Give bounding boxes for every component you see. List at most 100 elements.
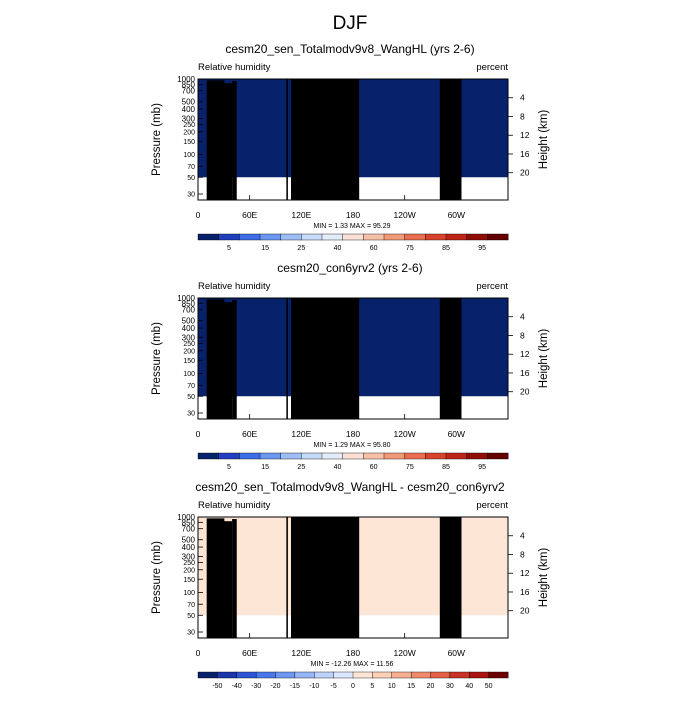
colorbar-box bbox=[363, 233, 385, 241]
y-tick-label: 50 bbox=[187, 613, 195, 620]
y-tick-label: 300 bbox=[182, 333, 196, 342]
y-axis-label: Pressure (mb) bbox=[151, 322, 163, 395]
colorbar-box bbox=[372, 671, 393, 679]
y-tick-label: 850 bbox=[182, 518, 196, 527]
colorbar-box bbox=[255, 671, 276, 679]
colorbar-box bbox=[259, 233, 282, 241]
topography bbox=[221, 83, 233, 200]
colorbar-box bbox=[352, 671, 373, 679]
height-tick-label: 12 bbox=[520, 130, 530, 140]
colorbar-label: 30 bbox=[446, 683, 454, 690]
height-tick-label: 16 bbox=[520, 149, 530, 159]
y-tick-label: 30 bbox=[187, 630, 195, 637]
colorbar-label: 40 bbox=[334, 245, 342, 252]
colorbar-box bbox=[294, 671, 315, 679]
colorbar-label: 5 bbox=[227, 464, 231, 471]
y-tick-label: 300 bbox=[182, 552, 196, 561]
colorbar-box bbox=[301, 233, 323, 241]
colorbar-box bbox=[275, 671, 296, 679]
y-tick-label: 250 bbox=[183, 341, 195, 348]
y-tick-label: 400 bbox=[182, 324, 196, 333]
colorbar-box bbox=[363, 452, 385, 460]
panel-1: cesm20_sen_Totalmodv9v8_WangHL (yrs 2-6)… bbox=[151, 42, 550, 252]
colorbar-box bbox=[410, 671, 431, 679]
x-tick-label: 60E bbox=[242, 648, 257, 658]
y-tick-label: 500 bbox=[182, 317, 196, 326]
x-tick-label: 60W bbox=[448, 648, 465, 658]
y-tick-label: 250 bbox=[183, 560, 195, 567]
x-tick-label: 180 bbox=[346, 648, 360, 658]
colorbar-label: 15 bbox=[407, 683, 415, 690]
height-tick-label: 4 bbox=[520, 312, 525, 322]
y-axis-label-right: Height (km) bbox=[538, 110, 550, 170]
colorbar-label: -40 bbox=[232, 683, 242, 690]
y-tick-label: 50 bbox=[187, 175, 195, 182]
x-tick-label: 120E bbox=[291, 429, 311, 439]
y-tick-label: 700 bbox=[182, 87, 196, 96]
colorbar-box bbox=[342, 233, 364, 241]
x-tick-label: 180 bbox=[346, 429, 360, 439]
y-tick-label: 150 bbox=[183, 577, 195, 584]
y-tick-label: 1000 bbox=[177, 513, 195, 522]
colorbar-label: -10 bbox=[309, 683, 319, 690]
x-tick-label: 0 bbox=[196, 648, 201, 658]
y-tick-label: 1000 bbox=[177, 75, 195, 84]
height-tick-label: 4 bbox=[520, 93, 525, 103]
y-tick-label: 700 bbox=[182, 306, 196, 315]
colorbar-label: 85 bbox=[442, 464, 450, 471]
y-axis-label: Pressure (mb) bbox=[151, 103, 163, 176]
y-tick-label: 850 bbox=[182, 299, 196, 308]
topography bbox=[206, 518, 225, 638]
colorbar-box bbox=[449, 671, 470, 679]
y-tick-label: 50 bbox=[187, 394, 195, 401]
height-tick-label: 20 bbox=[520, 606, 530, 616]
panel-title: cesm20_sen_Totalmodv9v8_WangHL (yrs 2-6) bbox=[225, 42, 474, 56]
colorbar-box bbox=[218, 233, 240, 241]
x-tick-label: 120W bbox=[394, 429, 416, 439]
colorbar-box bbox=[425, 233, 447, 241]
height-tick-label: 16 bbox=[520, 587, 530, 597]
y-tick-label: 100 bbox=[183, 152, 195, 159]
y-tick-label: 500 bbox=[182, 536, 196, 545]
colorbar-box bbox=[259, 452, 282, 460]
colorbar-box bbox=[236, 671, 257, 679]
y-tick-label: 1000 bbox=[177, 294, 195, 303]
colorbar-box bbox=[469, 671, 490, 679]
x-tick-label: 120W bbox=[394, 648, 416, 658]
colorbar-box bbox=[280, 452, 302, 460]
colorbar-box bbox=[488, 671, 509, 679]
topography bbox=[439, 79, 462, 200]
colorbar-box bbox=[217, 671, 238, 679]
plot-area bbox=[198, 298, 508, 419]
y-tick-label: 400 bbox=[182, 543, 196, 552]
colorbar-label: 75 bbox=[406, 245, 414, 252]
x-tick-label: 120E bbox=[291, 210, 311, 220]
colorbar-box bbox=[445, 452, 468, 460]
y-axis-label: Pressure (mb) bbox=[151, 541, 163, 614]
panel-title: cesm20_con6yrv2 (yrs 2-6) bbox=[277, 261, 422, 275]
x-tick-label: 0 bbox=[196, 210, 201, 220]
stats-text: MIN = -12.26 MAX = 11.56 bbox=[311, 661, 394, 668]
topography bbox=[221, 302, 233, 419]
colorbar-label: -30 bbox=[251, 683, 261, 690]
y-tick-label: 30 bbox=[187, 192, 195, 199]
y-tick-label: 100 bbox=[183, 590, 195, 597]
colorbar-box bbox=[197, 671, 218, 679]
colorbar-box bbox=[314, 671, 335, 679]
topography bbox=[291, 517, 360, 638]
y-tick-label: 300 bbox=[182, 114, 196, 123]
topography bbox=[286, 298, 288, 419]
y-tick-label: 200 bbox=[183, 567, 195, 574]
topography bbox=[232, 81, 237, 200]
colorbar-label: 85 bbox=[442, 245, 450, 252]
height-tick-label: 8 bbox=[520, 111, 525, 121]
x-tick-label: 120W bbox=[394, 210, 416, 220]
colorbar-box bbox=[445, 233, 468, 241]
colorbar-label: 60 bbox=[370, 245, 378, 252]
y-tick-label: 150 bbox=[183, 358, 195, 365]
colorbar-label: 95 bbox=[478, 245, 486, 252]
colorbar-label: 20 bbox=[427, 683, 435, 690]
panels: cesm20_sen_Totalmodv9v8_WangHL (yrs 2-6)… bbox=[151, 42, 550, 690]
colorbar-box bbox=[404, 452, 426, 460]
height-tick-label: 20 bbox=[520, 168, 530, 178]
